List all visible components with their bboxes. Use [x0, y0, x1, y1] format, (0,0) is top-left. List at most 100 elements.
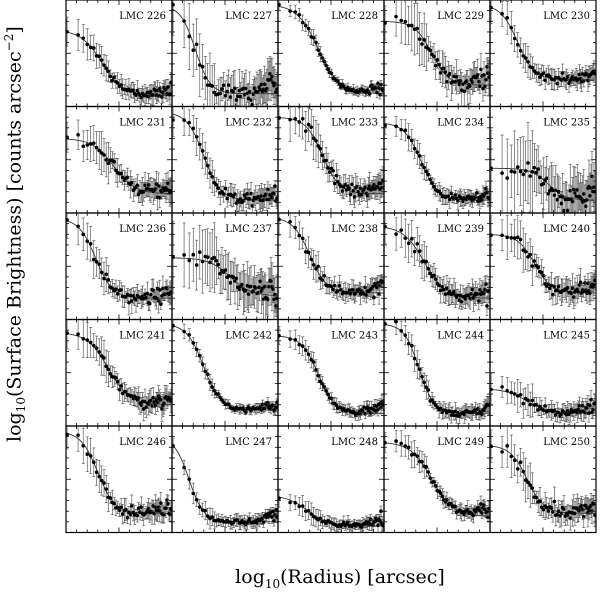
- data-point: [221, 83, 226, 88]
- data-point: [297, 13, 302, 17]
- data-point: [205, 163, 210, 168]
- data-point: [240, 282, 244, 287]
- data-point: [384, 123, 387, 128]
- data-point: [147, 301, 152, 306]
- data-point: [104, 66, 108, 71]
- data-point: [484, 77, 488, 82]
- data-point: [220, 87, 224, 91]
- data-point: [119, 384, 123, 388]
- data-point: [428, 177, 433, 182]
- data-point: [212, 388, 217, 393]
- data-point: [409, 236, 414, 241]
- data-point: [200, 259, 205, 264]
- data-point: [191, 126, 196, 131]
- data-point: [568, 188, 573, 193]
- panel-label: LMC 238: [331, 224, 378, 235]
- data-point: [172, 255, 175, 259]
- data-point: [104, 158, 108, 162]
- data-point: [81, 144, 86, 149]
- data-point: [512, 236, 517, 240]
- data-point: [293, 10, 298, 14]
- data-point: [157, 288, 162, 292]
- data-point: [218, 271, 222, 276]
- data-point: [102, 153, 106, 157]
- data-point: [351, 189, 356, 193]
- data-point: [208, 380, 212, 385]
- data-point: [244, 86, 248, 91]
- data-point: [539, 270, 544, 275]
- data-point: [194, 42, 199, 47]
- data-point: [226, 402, 231, 406]
- data-point: [194, 263, 199, 267]
- data-point: [139, 95, 144, 100]
- data-point: [210, 174, 214, 179]
- data-point: [135, 88, 140, 93]
- data-point: [430, 181, 434, 185]
- data-point: [166, 85, 170, 89]
- data-point: [182, 118, 186, 122]
- data-point: [443, 292, 448, 296]
- panel-lmc-235: LMC 235: [489, 105, 597, 214]
- data-point: [106, 161, 111, 165]
- data-point: [381, 178, 384, 183]
- data-point: [226, 83, 231, 87]
- data-point: [85, 239, 90, 243]
- data-point: [311, 360, 316, 364]
- data-point: [593, 71, 596, 76]
- data-point: [293, 338, 298, 342]
- data-point: [343, 182, 348, 187]
- data-point: [552, 193, 557, 197]
- data-point: [485, 304, 489, 308]
- data-point: [552, 285, 557, 289]
- data-point: [394, 124, 398, 129]
- data-point: [223, 268, 228, 272]
- data-point: [81, 232, 86, 237]
- data-point: [409, 23, 414, 28]
- data-point: [593, 189, 596, 194]
- data-point: [428, 271, 433, 276]
- data-point: [119, 171, 123, 176]
- data-point: [237, 287, 242, 292]
- data-point: [322, 59, 327, 64]
- data-point: [406, 23, 411, 28]
- data-point: [182, 329, 186, 334]
- data-point: [169, 189, 172, 193]
- data-point: [543, 78, 547, 83]
- data-point: [334, 403, 339, 408]
- data-point: [208, 260, 212, 265]
- data-point: [399, 228, 404, 232]
- data-point: [487, 75, 490, 80]
- fit-curve: [278, 117, 384, 195]
- data-point: [526, 60, 530, 64]
- data-point: [316, 373, 320, 378]
- data-point: [544, 176, 549, 181]
- data-point: [76, 132, 80, 137]
- data-point: [172, 2, 175, 7]
- data-point: [318, 146, 323, 151]
- data-point: [453, 193, 458, 197]
- data-point: [558, 194, 562, 199]
- data-point: [66, 29, 69, 34]
- data-point: [311, 263, 316, 267]
- data-point: [311, 35, 316, 40]
- data-point: [384, 224, 387, 229]
- data-point: [76, 332, 80, 336]
- data-point: [108, 74, 113, 79]
- data-point: [297, 233, 302, 238]
- data-point: [237, 88, 242, 93]
- data-point: [300, 236, 305, 241]
- panel-lmc-242: LMC 242: [171, 318, 279, 427]
- data-point: [526, 161, 530, 165]
- data-point: [487, 289, 490, 293]
- data-point: [231, 195, 236, 199]
- data-point: [452, 74, 456, 79]
- panel-lmc-232: LMC 232: [171, 105, 279, 214]
- data-point: [403, 128, 408, 133]
- data-point: [490, 233, 493, 238]
- data-point: [332, 181, 337, 186]
- data-point: [244, 288, 248, 293]
- data-point: [490, 5, 493, 10]
- data-point: [512, 36, 517, 41]
- data-point: [274, 405, 278, 410]
- data-point: [326, 166, 330, 170]
